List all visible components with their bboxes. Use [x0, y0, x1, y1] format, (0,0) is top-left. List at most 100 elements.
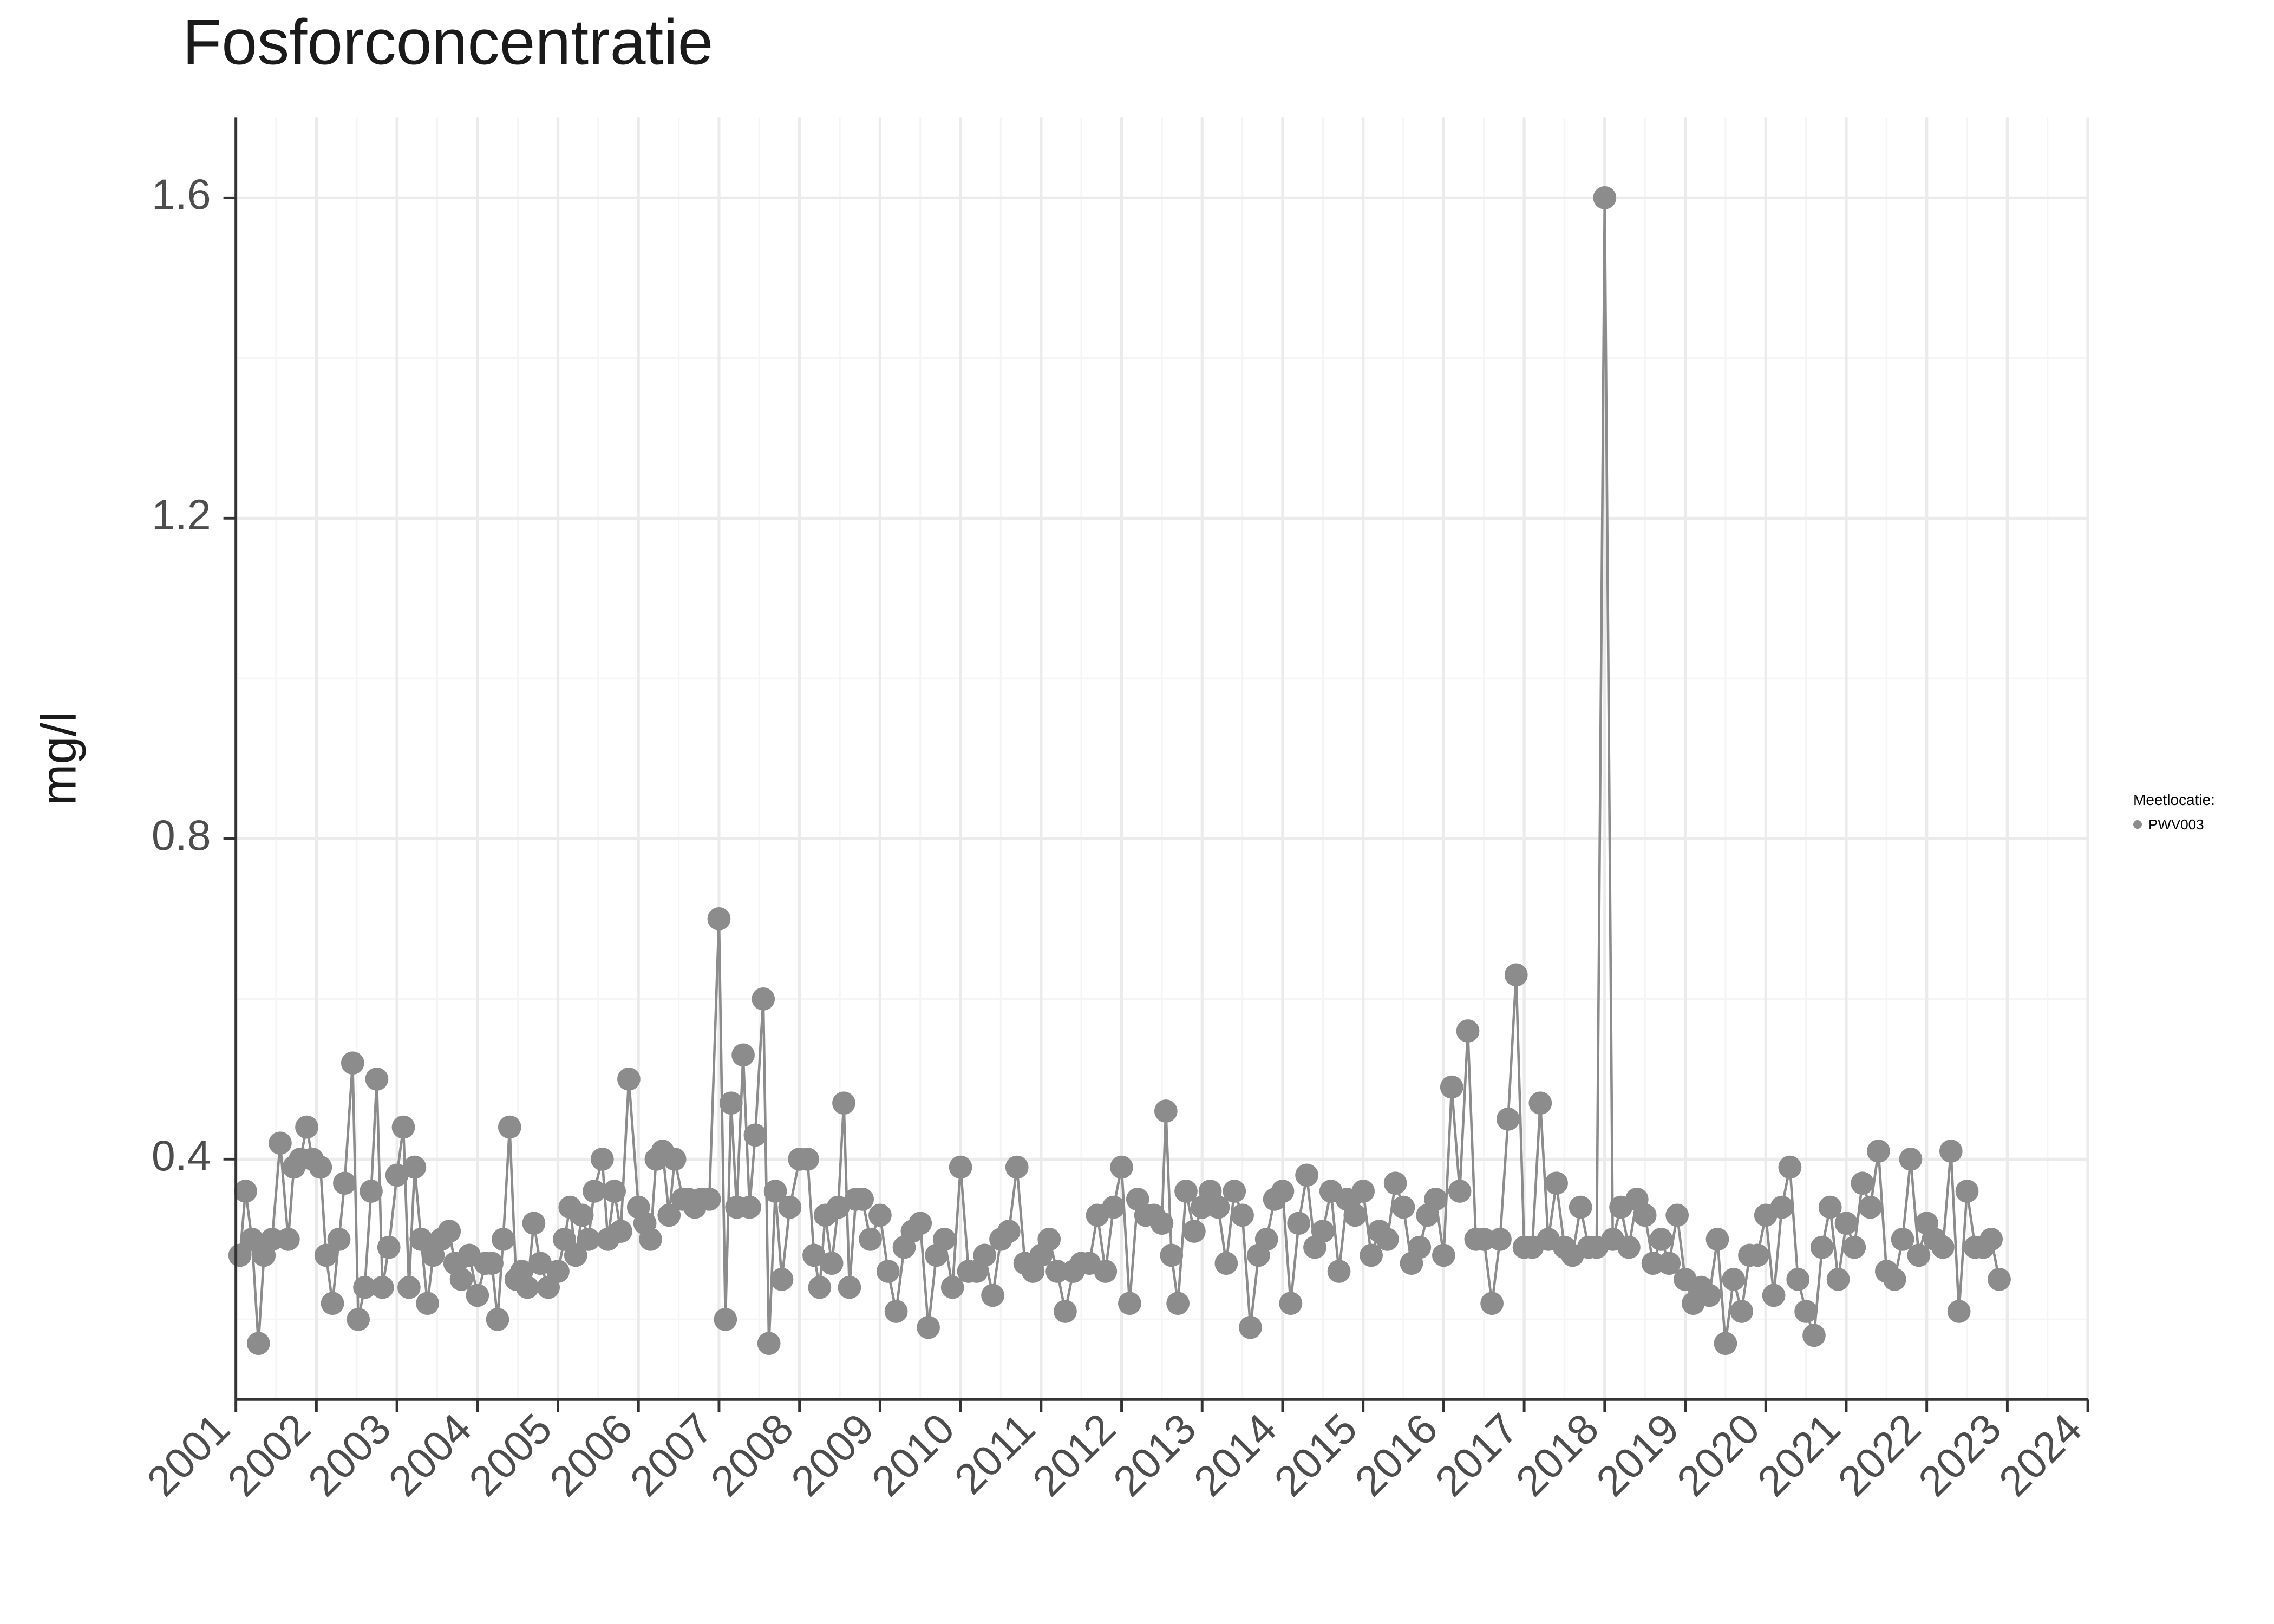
- x-tick-label: 2003: [299, 1404, 400, 1505]
- data-point: [1448, 1180, 1472, 1203]
- data-point: [1488, 1228, 1512, 1251]
- data-point: [1154, 1099, 1178, 1123]
- data-point: [295, 1116, 318, 1139]
- data-point: [1110, 1156, 1133, 1179]
- y-tick-label: 0.4: [152, 1132, 211, 1180]
- data-point: [720, 1091, 743, 1115]
- data-point: [1287, 1212, 1310, 1235]
- data-point: [371, 1276, 394, 1299]
- data-point: [1867, 1140, 1890, 1163]
- data-point: [1311, 1220, 1335, 1243]
- data-point: [309, 1156, 332, 1179]
- data-point: [603, 1180, 626, 1203]
- data-point: [1343, 1204, 1367, 1227]
- data-point: [347, 1308, 370, 1331]
- data-point: [1223, 1180, 1246, 1203]
- data-point: [1665, 1204, 1689, 1227]
- data-point: [1271, 1180, 1295, 1203]
- data-point: [1802, 1324, 1826, 1347]
- x-tick-label: 2008: [702, 1404, 802, 1505]
- data-point: [1569, 1196, 1592, 1219]
- y-tick-label: 0.8: [152, 811, 211, 859]
- data-point: [397, 1276, 421, 1299]
- data-point: [1255, 1228, 1278, 1251]
- data-point: [808, 1276, 831, 1299]
- data-point: [933, 1228, 956, 1251]
- data-point: [617, 1068, 641, 1091]
- x-tick-label: 2006: [540, 1404, 641, 1505]
- x-tick-label: 2002: [218, 1404, 319, 1505]
- data-point: [698, 1188, 721, 1211]
- data-point: [1545, 1171, 1568, 1195]
- x-tick-label: 2014: [1185, 1404, 1285, 1505]
- data-point: [492, 1228, 515, 1251]
- y-tick-label: 1.6: [152, 171, 211, 218]
- data-point: [1424, 1188, 1447, 1211]
- data-point: [571, 1204, 594, 1227]
- data-point: [403, 1156, 426, 1179]
- data-point: [583, 1180, 606, 1203]
- data-point: [917, 1316, 940, 1339]
- data-point: [1376, 1228, 1399, 1251]
- data-point: [708, 907, 731, 931]
- data-point: [1392, 1196, 1415, 1219]
- data-point: [416, 1292, 439, 1315]
- x-tick-label: 2016: [1345, 1404, 1446, 1505]
- data-point: [663, 1148, 687, 1171]
- data-point: [1505, 964, 1528, 987]
- data-point: [1094, 1260, 1117, 1283]
- data-point: [546, 1260, 570, 1283]
- data-point: [1214, 1252, 1238, 1275]
- data-point: [1432, 1244, 1455, 1267]
- x-tick-label: 2009: [782, 1404, 883, 1505]
- data-point: [1528, 1091, 1552, 1115]
- data-point: [1988, 1268, 2011, 1291]
- data-point: [277, 1228, 300, 1251]
- data-point: [437, 1220, 461, 1243]
- data-point: [1005, 1156, 1029, 1179]
- data-point: [1102, 1196, 1125, 1219]
- x-tick-label: 2001: [138, 1404, 239, 1505]
- data-point: [1835, 1212, 1858, 1235]
- data-point: [1328, 1260, 1351, 1283]
- data-point: [1770, 1196, 1794, 1219]
- data-point: [1456, 1019, 1480, 1043]
- data-point: [1440, 1076, 1463, 1099]
- data-point: [269, 1131, 292, 1155]
- data-point: [486, 1308, 509, 1331]
- y-tick-label: 1.2: [152, 491, 211, 539]
- data-point: [516, 1276, 539, 1299]
- data-point: [796, 1148, 819, 1171]
- data-point: [1617, 1236, 1641, 1259]
- data-point: [1827, 1268, 1850, 1291]
- x-tick-label: 2010: [862, 1404, 963, 1505]
- data-point: [738, 1196, 761, 1219]
- data-point: [480, 1252, 504, 1275]
- x-tick-label: 2017: [1426, 1404, 1527, 1505]
- data-point: [360, 1180, 383, 1203]
- data-point: [1722, 1268, 1745, 1291]
- data-point: [1182, 1220, 1206, 1243]
- x-tick-label: 2007: [621, 1404, 722, 1505]
- chart-svg: 0.40.81.21.62001200220032004200520062007…: [11, 11, 2117, 1613]
- data-point: [885, 1300, 908, 1323]
- data-point: [1746, 1244, 1769, 1267]
- data-point: [1166, 1292, 1190, 1315]
- data-point: [743, 1124, 767, 1147]
- data-point: [1633, 1204, 1657, 1227]
- data-point: [1883, 1268, 1906, 1291]
- legend-item: PWV003: [2133, 816, 2263, 833]
- legend-items: PWV003: [2133, 816, 2263, 833]
- data-point: [591, 1148, 614, 1171]
- data-point: [752, 987, 775, 1011]
- data-point: [522, 1212, 546, 1235]
- data-point: [997, 1220, 1021, 1243]
- data-point: [1231, 1204, 1254, 1227]
- data-point: [466, 1284, 489, 1307]
- data-point: [1859, 1196, 1882, 1219]
- x-tick-label: 2019: [1587, 1404, 1688, 1505]
- chart-panel: 0.40.81.21.62001200220032004200520062007…: [11, 11, 2117, 1613]
- data-point: [1650, 1228, 1673, 1251]
- data-point: [859, 1228, 882, 1251]
- data-point: [1899, 1148, 1923, 1171]
